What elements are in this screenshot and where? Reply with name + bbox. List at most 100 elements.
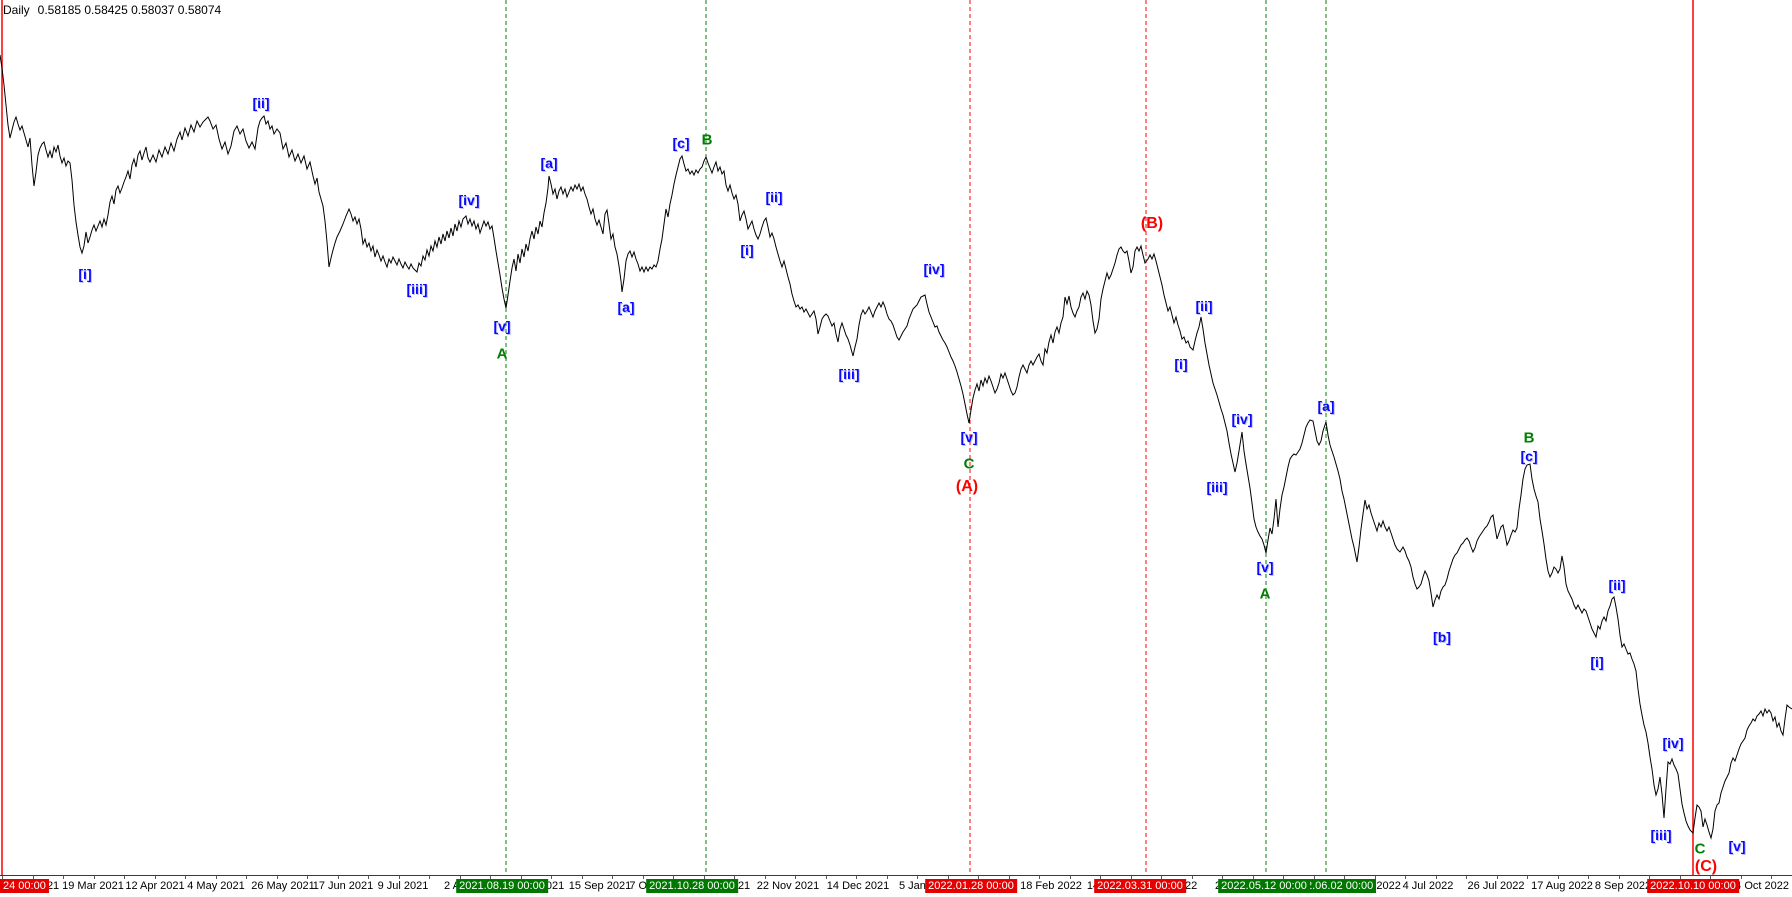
axis-tick bbox=[1283, 876, 1284, 879]
wave-label-v-blue[interactable]: [v] bbox=[1256, 559, 1274, 575]
wave-label-iii-blue[interactable]: [iii] bbox=[1206, 479, 1228, 495]
timeframe-label: Daily bbox=[3, 3, 30, 17]
axis-tick bbox=[185, 876, 186, 879]
wave-label-i-blue[interactable]: [i] bbox=[1590, 654, 1604, 670]
axis-highlight-label: 2022.01.28 00:00 bbox=[925, 879, 1017, 893]
wave-label-A-green[interactable]: A bbox=[1259, 585, 1271, 603]
chart-title: Daily 0.58185 0.58425 0.58037 0.58074 bbox=[3, 3, 221, 17]
axis-tick bbox=[33, 876, 34, 879]
axis-tick bbox=[1771, 876, 1772, 879]
axis-tick bbox=[1405, 876, 1406, 879]
axis-tick bbox=[612, 876, 613, 879]
wave-label-B-green[interactable]: B bbox=[1523, 429, 1535, 447]
axis-highlight-label: 2021.08.19 00:00 bbox=[456, 879, 548, 893]
wave-label-C-red[interactable]: (C) bbox=[1694, 858, 1718, 875]
axis-tick bbox=[1253, 876, 1254, 879]
axis-tick bbox=[1588, 876, 1589, 879]
axis-highlight-label: 2.06.02 00:00 bbox=[1303, 879, 1377, 893]
axis-tick bbox=[948, 876, 949, 879]
wave-label-iii-blue[interactable]: [iii] bbox=[406, 281, 428, 297]
axis-date-label: 4 May 2021 bbox=[187, 880, 245, 892]
axis-tick bbox=[917, 876, 918, 879]
wave-label-c-blue[interactable]: [c] bbox=[1520, 448, 1538, 464]
wave-label-ii-blue[interactable]: [ii] bbox=[765, 189, 783, 205]
wave-label-iii-blue[interactable]: [iii] bbox=[1650, 827, 1672, 843]
axis-tick bbox=[1649, 876, 1650, 879]
wave-label-ii-blue[interactable]: [ii] bbox=[252, 95, 270, 111]
axis-tick bbox=[1375, 876, 1376, 879]
axis-tick bbox=[826, 876, 827, 879]
axis-tick bbox=[94, 876, 95, 879]
wave-label-a-blue[interactable]: [a] bbox=[617, 299, 635, 315]
wave-label-c-blue[interactable]: [c] bbox=[672, 135, 690, 151]
wave-label-ii-blue[interactable]: [ii] bbox=[1195, 298, 1213, 314]
wave-label-iii-blue[interactable]: [iii] bbox=[838, 366, 860, 382]
axis-tick bbox=[2, 876, 3, 879]
axis-tick bbox=[338, 876, 339, 879]
axis-tick bbox=[216, 876, 217, 879]
axis-date-label: 24 Oct 2022 bbox=[1729, 880, 1789, 892]
wave-label-v-blue[interactable]: [v] bbox=[960, 429, 978, 445]
wave-label-B-red[interactable]: (B) bbox=[1140, 215, 1164, 232]
axis-tick bbox=[1192, 876, 1193, 879]
axis-tick bbox=[307, 876, 308, 879]
axis-tick bbox=[1344, 876, 1345, 879]
wave-label-v-blue[interactable]: [v] bbox=[1728, 838, 1746, 854]
wave-label-C-green[interactable]: C bbox=[1694, 840, 1706, 858]
axis-tick bbox=[1619, 876, 1620, 879]
axis-tick bbox=[765, 876, 766, 879]
wave-label-i-blue[interactable]: [i] bbox=[78, 266, 92, 282]
wave-label-i-blue[interactable]: [i] bbox=[740, 242, 754, 258]
wave-label-v-blue[interactable]: [v] bbox=[493, 318, 511, 334]
wave-label-ii-blue[interactable]: [ii] bbox=[1608, 577, 1626, 593]
wave-label-b-blue[interactable]: [b] bbox=[1433, 629, 1451, 645]
axis-date-label: 4 Jul 2022 bbox=[1402, 880, 1454, 892]
wave-label-iv-blue[interactable]: [iv] bbox=[458, 192, 480, 208]
axis-tick bbox=[460, 876, 461, 879]
wave-label-A-green[interactable]: A bbox=[496, 345, 508, 363]
axis-tick bbox=[734, 876, 735, 879]
axis-tick bbox=[399, 876, 400, 879]
axis-date-label: 17 Aug 2022 bbox=[1531, 880, 1593, 892]
axis-tick bbox=[1131, 876, 1132, 879]
axis-tick bbox=[1100, 876, 1101, 879]
axis-tick bbox=[1680, 876, 1681, 879]
axis-tick bbox=[1161, 876, 1162, 879]
axis-tick bbox=[1558, 876, 1559, 879]
wave-label-i-blue[interactable]: [i] bbox=[1174, 356, 1188, 372]
axis-tick bbox=[795, 876, 796, 879]
wave-label-B-green[interactable]: B bbox=[701, 131, 713, 149]
axis-tick bbox=[1741, 876, 1742, 879]
wave-label-iv-blue[interactable]: [iv] bbox=[923, 261, 945, 277]
wave-label-iv-blue[interactable]: [iv] bbox=[1662, 735, 1684, 751]
axis-tick bbox=[277, 876, 278, 879]
axis-tick bbox=[1039, 876, 1040, 879]
axis-tick bbox=[1009, 876, 1010, 879]
price-chart-canvas[interactable] bbox=[0, 0, 1792, 875]
axis-tick bbox=[673, 876, 674, 879]
wave-label-A-red[interactable]: (A) bbox=[955, 478, 979, 495]
axis-date-label: 2 A bbox=[444, 880, 460, 892]
wave-label-C-green[interactable]: C bbox=[963, 455, 975, 473]
axis-date-label: 14 Dec 2021 bbox=[826, 880, 890, 892]
axis-tick bbox=[978, 876, 979, 879]
axis-highlight-label: 2022.05.12 00:00 bbox=[1218, 879, 1310, 893]
axis-date-label: 8 Sep 2022 bbox=[1594, 880, 1652, 892]
wave-label-a-blue[interactable]: [a] bbox=[540, 155, 558, 171]
wave-label-a-blue[interactable]: [a] bbox=[1317, 398, 1335, 414]
axis-date-label: 15 Sep 2021 bbox=[568, 880, 632, 892]
axis-tick bbox=[1070, 876, 1071, 879]
time-axis[interactable]: 24 00:00 021 19 Mar 2021 12 Apr 2021 4 May 2… bbox=[0, 875, 1792, 897]
price-line bbox=[0, 54, 1792, 840]
axis-tick bbox=[551, 876, 552, 879]
axis-tick bbox=[1222, 876, 1223, 879]
axis-date-label: 26 Jul 2022 bbox=[1467, 880, 1525, 892]
axis-date-label: 2 bbox=[1215, 880, 1221, 893]
axis-tick bbox=[582, 876, 583, 879]
axis-tick bbox=[1527, 876, 1528, 879]
axis-tick bbox=[246, 876, 247, 879]
axis-date-label: 17 Jun 2021 bbox=[312, 880, 374, 892]
axis-tick bbox=[368, 876, 369, 879]
wave-label-iv-blue[interactable]: [iv] bbox=[1231, 411, 1253, 427]
